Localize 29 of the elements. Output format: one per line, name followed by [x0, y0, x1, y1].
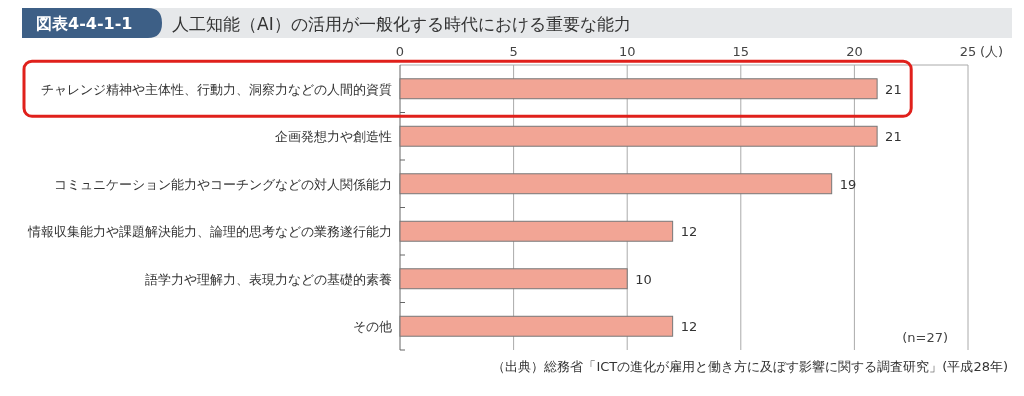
- bar: [399, 220, 674, 242]
- y-tick-label: 語学力や理解力、表現力などの基礎的素養: [145, 271, 392, 287]
- chart-title: 人工知能（AI）の活用が一般化する時代における重要な能力: [172, 14, 631, 34]
- text: （出典）総務省「ICTの進化が雇用と働き方に及ぼす影響に関する調査研究」(平成28年): [492, 359, 1008, 374]
- y-tick-label: 企画発想力や創造性: [275, 129, 392, 145]
- data-label: 19: [839, 176, 857, 192]
- y-tick-label: チャレンジ精神や主体性、行動力、洞察力などの人間的資質: [41, 81, 392, 97]
- x-tick-label: 10: [618, 44, 636, 59]
- annotation: (n=27): [902, 330, 948, 345]
- x-tick-label: 25: [959, 44, 977, 59]
- x-tick-label: 5: [509, 44, 518, 59]
- x-axis-title: (人): [980, 44, 1004, 59]
- x-tick-label: 0: [395, 44, 405, 59]
- bar: [399, 125, 878, 147]
- data-label: 12: [680, 224, 698, 240]
- y-tick-label: 情報収集能力や課題解決能力、論理的思考などの業務遂行能力: [27, 224, 392, 240]
- data-label: 12: [680, 319, 698, 335]
- x-tick-label: 20: [846, 44, 863, 59]
- bar: [399, 268, 628, 290]
- y-tick-label: コミュニケーション能力やコーチングなどの対人関係能力: [54, 176, 392, 192]
- bar: [399, 173, 833, 195]
- x-tick-label: 15: [732, 44, 750, 59]
- text: 図表4-4-1-1: [36, 14, 133, 33]
- bar: [399, 78, 878, 100]
- data-label: 21: [885, 129, 902, 145]
- bar: [399, 315, 674, 337]
- y-tick-label: その他: [353, 319, 392, 335]
- data-label: 21: [885, 81, 902, 97]
- data-label: 10: [635, 271, 652, 287]
